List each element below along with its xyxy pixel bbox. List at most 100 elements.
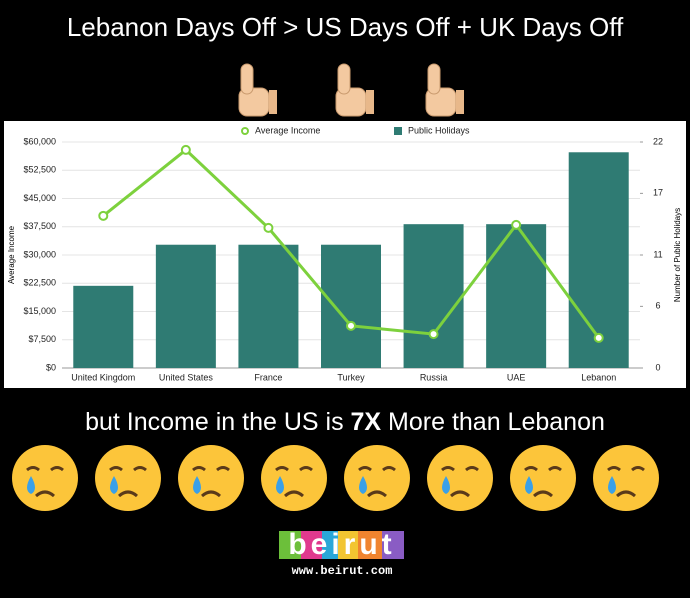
- logo: beirut: [279, 528, 404, 561]
- logo-block: [338, 531, 358, 559]
- face: [510, 445, 576, 511]
- logo-block: [301, 531, 322, 559]
- logo-block: [279, 531, 301, 559]
- thumbs-row: [238, 63, 464, 117]
- tear: [359, 476, 367, 494]
- eye: [275, 466, 289, 472]
- face: [95, 445, 161, 511]
- logo-text: beirut: [288, 528, 395, 561]
- legend-swatch: [394, 127, 402, 135]
- tear: [110, 476, 118, 494]
- y2-axis-label: Number of Public Holidays: [673, 208, 682, 302]
- mouth: [35, 490, 55, 498]
- y-tick-label: $7,500: [28, 334, 56, 344]
- caption-text: but Income in the US is: [85, 408, 350, 436]
- legend-label: Average Income: [255, 125, 320, 135]
- line-marker: [180, 144, 191, 155]
- line-marker: [511, 219, 522, 230]
- mouth: [616, 490, 636, 498]
- face: [427, 445, 493, 511]
- tear: [27, 476, 35, 494]
- line-marker: [428, 329, 439, 340]
- x-tick-label: United Kingdom: [71, 372, 135, 382]
- eye: [26, 466, 40, 472]
- eye: [358, 466, 372, 472]
- x-tick-label: Lebanon: [581, 372, 616, 382]
- thumb-cuff: [366, 90, 374, 114]
- crying-faces: [12, 445, 659, 511]
- eye: [465, 466, 479, 472]
- tear: [442, 476, 450, 494]
- bar: [321, 244, 381, 368]
- eye: [548, 466, 562, 472]
- y2-tick-label: 11: [653, 249, 662, 259]
- face: [178, 445, 244, 511]
- y-tick-label: $30,000: [23, 249, 56, 259]
- mouth: [367, 490, 387, 498]
- url: www.beirut.com: [292, 564, 393, 578]
- y-tick-label: $22,500: [23, 278, 56, 288]
- eye: [216, 466, 230, 472]
- thumb-cuff: [456, 90, 464, 114]
- x-tick-label: France: [254, 372, 282, 382]
- y-tick-label: $0: [46, 362, 56, 372]
- tear: [608, 476, 616, 494]
- face: [344, 445, 410, 511]
- thumb: [427, 63, 441, 95]
- y-axis-label: Average Income: [7, 225, 16, 284]
- eye: [607, 466, 621, 472]
- eye: [192, 466, 206, 472]
- eye: [441, 466, 455, 472]
- line-marker: [346, 320, 356, 331]
- line-marker: [593, 332, 604, 343]
- y2-tick-label: 17: [653, 188, 663, 198]
- bar: [568, 152, 629, 368]
- legend-label: Public Holidays: [408, 125, 470, 135]
- mouth: [118, 490, 138, 498]
- mouth: [284, 490, 304, 498]
- line-marker: [263, 222, 274, 233]
- mouth: [201, 490, 221, 498]
- logo-block: [358, 531, 382, 559]
- y-tick-label: $45,000: [23, 193, 56, 203]
- y2-tick-label: 0: [655, 362, 660, 372]
- x-tick-label: United States: [159, 372, 214, 382]
- line-marker: [98, 210, 109, 221]
- tear: [525, 476, 533, 494]
- x-tick-label: Turkey: [337, 372, 365, 382]
- face: [261, 445, 327, 511]
- caption-emphasis: 7X: [351, 408, 382, 436]
- y-tick-label: $15,000: [23, 306, 56, 316]
- eye: [524, 466, 538, 472]
- bar: [403, 224, 464, 368]
- mouth: [450, 490, 470, 498]
- headline: Lebanon Days Off > US Days Off + UK Days…: [67, 12, 624, 42]
- tear: [276, 476, 284, 494]
- mouth: [533, 490, 553, 498]
- y-tick-label: $52,500: [23, 165, 56, 175]
- y2-tick-label: 22: [653, 136, 663, 146]
- bar: [486, 224, 547, 368]
- thumb: [337, 63, 351, 95]
- face: [593, 445, 659, 511]
- eye: [133, 466, 147, 472]
- y-tick-label: $60,000: [23, 136, 56, 146]
- chart: $0 $7,500 $15,000 $22,500 $30,000 $37,500 $45,…: [7, 125, 682, 382]
- x-tick-label: Russia: [420, 372, 448, 382]
- thumb-cuff: [269, 90, 277, 114]
- bar: [238, 244, 299, 368]
- logo-block: [322, 531, 338, 559]
- y-tick-label: $37,500: [23, 221, 56, 231]
- caption-text: More than Lebanon: [381, 408, 605, 436]
- logo-block: [382, 531, 404, 559]
- bar: [73, 285, 134, 368]
- tear: [193, 476, 201, 494]
- bar: [155, 244, 216, 368]
- face: [12, 445, 78, 511]
- y2-tick-label: 6: [655, 301, 660, 311]
- eye: [631, 466, 645, 472]
- eye: [382, 466, 396, 472]
- legend-swatch: [241, 127, 249, 135]
- thumb: [240, 63, 254, 95]
